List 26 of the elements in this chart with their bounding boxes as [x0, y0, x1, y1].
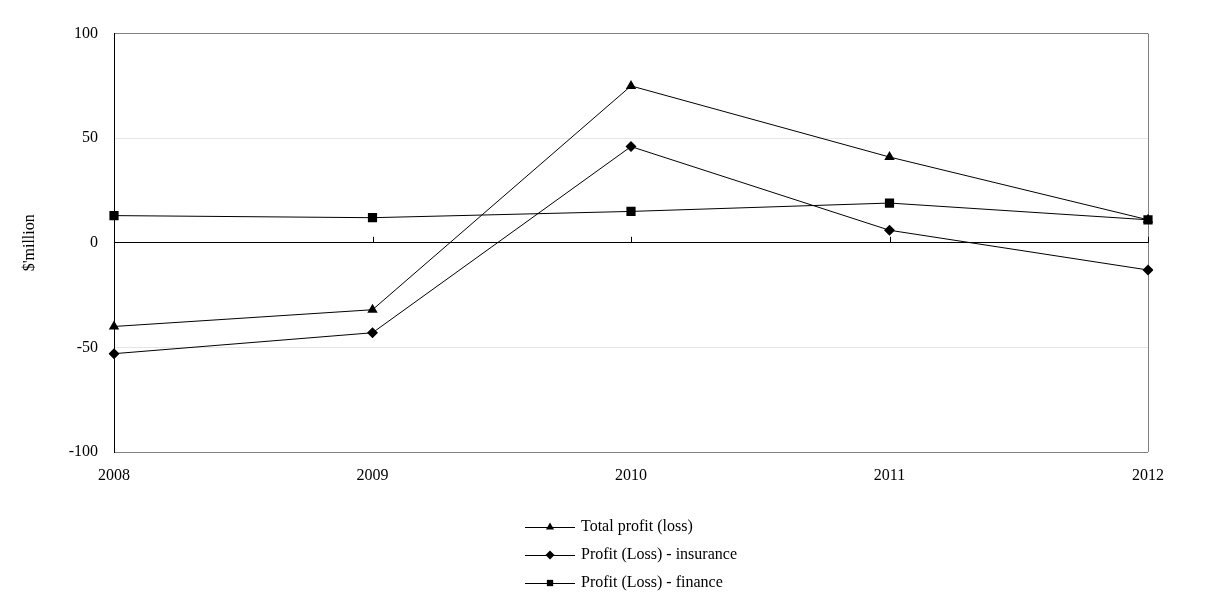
- point: [884, 198, 895, 208]
- x-tick-label: 2008: [98, 465, 130, 483]
- y-tick-label: 100: [74, 23, 98, 41]
- point: [367, 303, 378, 313]
- point: [367, 327, 378, 339]
- y-tick-label: 50: [82, 128, 98, 146]
- legend-label: Total profit (loss): [581, 517, 693, 536]
- point: [1142, 264, 1154, 276]
- point: [884, 224, 895, 236]
- x-tick-label: 2009: [356, 465, 389, 483]
- x-tick-label: 2010: [615, 465, 647, 483]
- point: [625, 141, 637, 153]
- point: [108, 348, 120, 360]
- legend-label: Profit (Loss) - finance: [581, 573, 723, 592]
- point: [884, 151, 895, 161]
- point: [367, 213, 378, 223]
- x-tick-label: 2012: [1132, 465, 1164, 483]
- y-tick-label: -50: [76, 337, 98, 355]
- y-tick-label: -100: [68, 442, 98, 460]
- legend-label: Profit (Loss) - insurance: [581, 545, 737, 564]
- point: [109, 211, 119, 221]
- x-tick-label: 2011: [873, 465, 906, 483]
- y-tick-label: 0: [90, 233, 98, 250]
- point: [626, 206, 636, 217]
- point: [625, 79, 637, 89]
- y-axis-title: $'million: [19, 214, 37, 272]
